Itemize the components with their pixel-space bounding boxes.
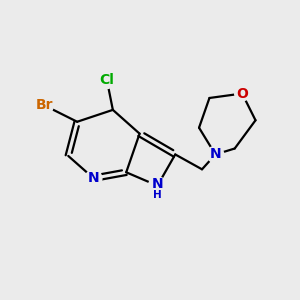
Text: N: N — [88, 171, 99, 185]
Text: Br: Br — [36, 98, 53, 112]
Text: N: N — [152, 177, 163, 191]
Text: O: O — [236, 86, 248, 100]
Text: H: H — [153, 190, 162, 200]
Circle shape — [99, 72, 115, 88]
Circle shape — [207, 146, 224, 163]
Circle shape — [146, 180, 169, 202]
Circle shape — [36, 97, 53, 114]
Text: N: N — [210, 148, 221, 161]
Circle shape — [85, 170, 102, 187]
Text: Cl: Cl — [100, 73, 114, 87]
Circle shape — [235, 86, 250, 101]
Circle shape — [148, 177, 166, 195]
